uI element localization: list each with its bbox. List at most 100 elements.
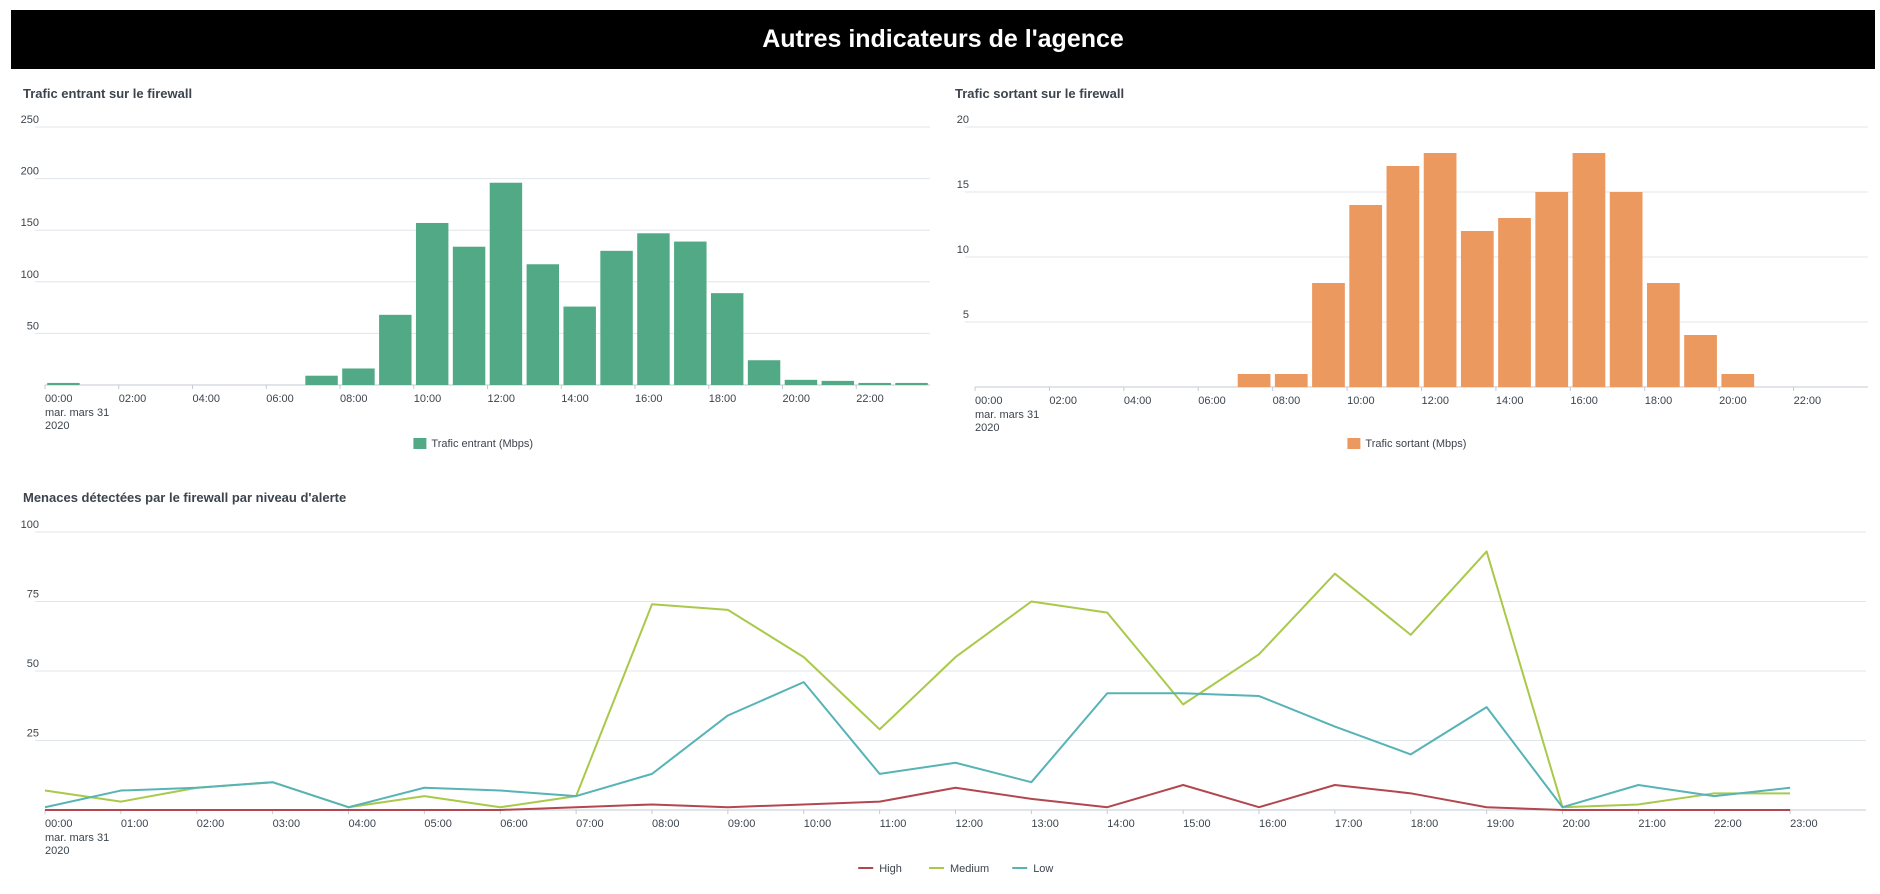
x-tick-label: 06:00 — [1198, 395, 1226, 407]
x-tick-date-label: 2020 — [45, 845, 69, 857]
x-tick-label: 00:00 — [45, 818, 73, 830]
bar-19:00 — [747, 360, 781, 385]
legend-label: High — [879, 863, 902, 875]
bar-23:00 — [895, 382, 928, 385]
bar-18:00 — [1646, 283, 1680, 387]
x-tick-label: 06:00 — [266, 393, 294, 405]
x-tick-label: 13:00 — [1031, 818, 1059, 830]
chart-1-title: Trafic entrant sur le firewall — [23, 86, 193, 101]
bar-07:00 — [305, 375, 338, 385]
bar-15:00 — [600, 250, 633, 385]
legend-label: Trafic entrant (Mbps) — [431, 438, 533, 450]
x-tick-label: 14:00 — [561, 393, 589, 405]
x-tick-label: 22:00 — [856, 393, 884, 405]
bar-00:00 — [47, 382, 80, 385]
y-tick-label: 250 — [21, 115, 39, 126]
x-tick-label: 04:00 — [349, 818, 377, 830]
outbound-traffic-chart: 5 10 15 20 00:00 02:00 04:00 06:00 08:00 10:00 12:… — [957, 115, 1868, 450]
y-tick-label: 150 — [21, 217, 39, 229]
x-tick-label: 17:00 — [1335, 818, 1363, 830]
x-tick-label: 02:00 — [119, 393, 147, 405]
y-tick-label: 75 — [27, 589, 39, 601]
bar-16:00 — [637, 233, 670, 385]
dashboard-title-banner: Autres indicateurs de l'agence — [11, 10, 1875, 69]
x-tick-label: 10:00 — [804, 818, 832, 830]
x-tick-label: 14:00 — [1107, 818, 1135, 830]
x-tick-label: 20:00 — [1563, 818, 1591, 830]
x-tick-label: 06:00 — [500, 818, 528, 830]
x-tick-label: 23:00 — [1790, 818, 1818, 830]
bar-17:00 — [1609, 192, 1643, 387]
bar-07:00 — [1237, 374, 1271, 387]
bar-13:00 — [1460, 231, 1494, 387]
y-tick-label: 100 — [21, 269, 39, 281]
x-tick-label: 12:00 — [1422, 395, 1450, 407]
bar-09:00 — [379, 314, 412, 385]
bar-17:00 — [674, 241, 707, 385]
dashboard-title: Autres indicateurs de l'agence — [762, 25, 1124, 53]
legend-label: Low — [1033, 863, 1053, 875]
x-tick-label: 18:00 — [1645, 395, 1673, 407]
x-tick-date-label: 2020 — [45, 420, 69, 432]
bar-21:00 — [821, 380, 855, 385]
chart-3-title: Menaces détectées par le firewall par ni… — [23, 490, 347, 505]
x-tick-label: 19:00 — [1487, 818, 1515, 830]
x-tick-label: 21:00 — [1638, 818, 1666, 830]
x-tick-date-label: 2020 — [975, 422, 999, 434]
y-tick-label: 100 — [21, 520, 39, 531]
x-tick-label: 12:00 — [488, 393, 516, 405]
x-tick-label: 10:00 — [414, 393, 442, 405]
x-tick-label: 04:00 — [1124, 395, 1152, 407]
bar-20:00 — [784, 379, 818, 385]
bar-14:00 — [1498, 218, 1531, 387]
bar-08:00 — [342, 368, 375, 385]
x-tick-label: 10:00 — [1347, 395, 1375, 407]
x-tick-label: 16:00 — [1259, 818, 1287, 830]
x-tick-label: 11:00 — [880, 818, 907, 830]
x-tick-date-label: mar. mars 31 — [975, 409, 1039, 421]
bar-19:00 — [1684, 335, 1717, 387]
series-line-low — [44, 681, 1791, 809]
x-tick-label: 20:00 — [783, 393, 811, 405]
legend-swatch — [1347, 438, 1361, 449]
y-tick-label: 200 — [21, 166, 39, 178]
x-tick-label: 05:00 — [424, 818, 452, 830]
y-tick-label: 10 — [957, 244, 969, 256]
bar-18:00 — [710, 293, 744, 385]
y-tick-label: 20 — [957, 115, 969, 126]
x-tick-label: 00:00 — [975, 395, 1003, 407]
x-tick-label: 08:00 — [1273, 395, 1301, 407]
y-tick-label: 50 — [27, 658, 39, 670]
x-tick-label: 16:00 — [635, 393, 663, 405]
series-line-high — [45, 783, 1791, 811]
x-tick-label: 22:00 — [1794, 395, 1822, 407]
x-tick-label: 08:00 — [652, 818, 680, 830]
bar-10:00 — [415, 222, 449, 385]
x-tick-label: 01:00 — [121, 818, 149, 830]
x-tick-label: 00:00 — [45, 393, 73, 405]
x-tick-label: 02:00 — [197, 818, 225, 830]
y-tick-label: 50 — [27, 320, 39, 332]
y-tick-label: 15 — [957, 179, 969, 191]
y-tick-label: 25 — [27, 728, 39, 740]
bar-13:00 — [526, 264, 560, 385]
bar-11:00 — [452, 246, 486, 385]
x-tick-label: 12:00 — [956, 818, 984, 830]
x-tick-label: 02:00 — [1049, 395, 1077, 407]
x-tick-date-label: mar. mars 31 — [45, 407, 109, 419]
bar-20:00 — [1721, 374, 1755, 387]
x-tick-label: 18:00 — [709, 393, 737, 405]
legend-label: Medium — [950, 863, 989, 875]
bar-15:00 — [1535, 192, 1569, 387]
threats-by-level-chart: 25 50 75 100 00:00 01:00 02:00 03:00 04:00 05:00 0… — [21, 520, 1866, 875]
bar-11:00 — [1386, 166, 1420, 387]
x-tick-label: 14:00 — [1496, 395, 1524, 407]
x-tick-label: 22:00 — [1714, 818, 1742, 830]
x-tick-label: 15:00 — [1183, 818, 1211, 830]
bar-16:00 — [1572, 153, 1606, 387]
x-tick-label: 08:00 — [340, 393, 368, 405]
bar-22:00 — [858, 382, 891, 385]
bar-12:00 — [1423, 153, 1457, 387]
x-tick-label: 03:00 — [273, 818, 301, 830]
x-tick-label: 18:00 — [1411, 818, 1439, 830]
